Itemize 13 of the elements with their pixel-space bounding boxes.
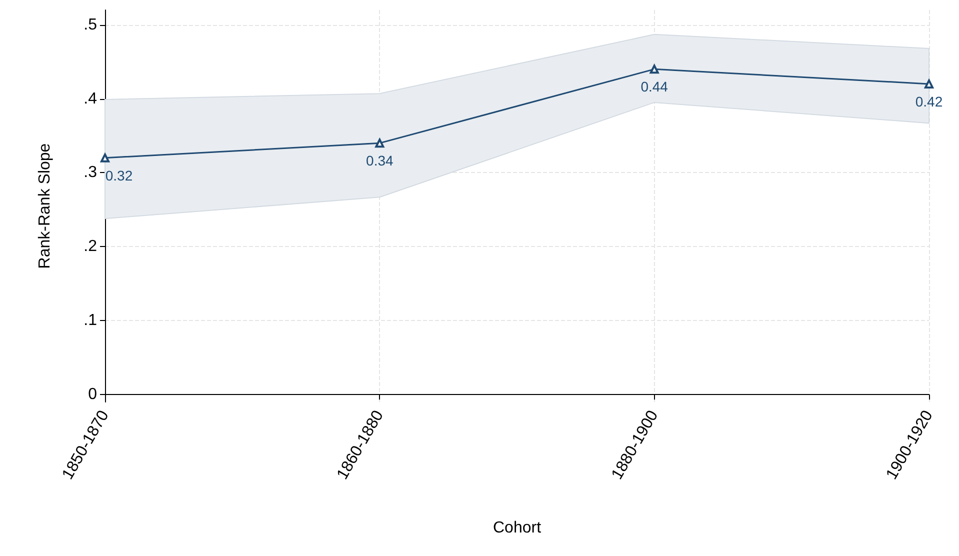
y-tick-label: 0 bbox=[88, 386, 98, 404]
y-axis-title: Rank-Rank Slope bbox=[36, 143, 54, 269]
y-tick-label: .2 bbox=[84, 238, 98, 256]
data-label: 0.32 bbox=[105, 167, 133, 184]
data-label: 0.44 bbox=[640, 78, 668, 95]
data-label: 0.34 bbox=[366, 152, 394, 169]
x-axis-title: Cohort bbox=[492, 520, 542, 536]
y-tick-label: .5 bbox=[84, 16, 98, 34]
data-label: 0.42 bbox=[915, 93, 943, 110]
y-tick-label: .1 bbox=[84, 312, 98, 330]
y-tick-label: .3 bbox=[84, 164, 98, 182]
y-tick-label: .4 bbox=[84, 90, 98, 108]
point bbox=[924, 79, 934, 88]
